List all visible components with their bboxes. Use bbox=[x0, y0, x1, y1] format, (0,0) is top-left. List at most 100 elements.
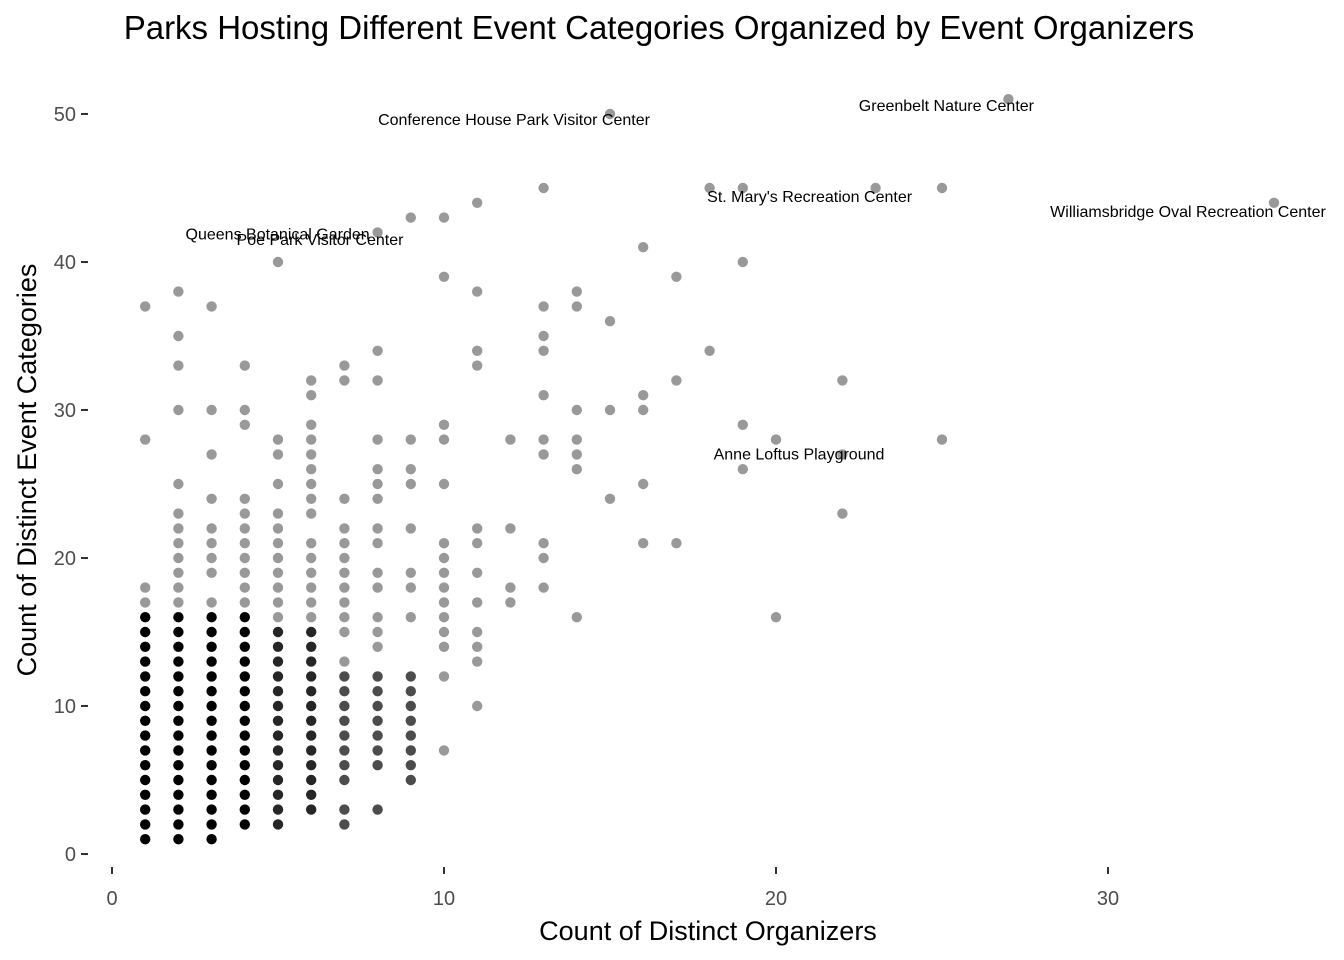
data-point bbox=[538, 330, 549, 342]
x-axis-title: Count of Distinct Organizers bbox=[539, 916, 877, 946]
data-point bbox=[405, 745, 416, 756]
data-point bbox=[505, 597, 516, 608]
data-point bbox=[140, 686, 151, 697]
data-point bbox=[571, 612, 582, 623]
data-point bbox=[339, 360, 350, 371]
data-point bbox=[339, 671, 350, 682]
data-point bbox=[306, 774, 317, 786]
data-point bbox=[306, 449, 317, 460]
data-point bbox=[239, 641, 250, 652]
data-point bbox=[239, 538, 250, 549]
data-point bbox=[438, 626, 450, 638]
point-annotation: Poe Park Visitor Center bbox=[237, 232, 405, 249]
data-point bbox=[538, 582, 549, 593]
data-point bbox=[173, 478, 184, 490]
data-point bbox=[339, 730, 350, 741]
data-point bbox=[1268, 197, 1280, 208]
data-point bbox=[472, 641, 483, 652]
data-point bbox=[306, 508, 317, 519]
data-point bbox=[538, 301, 549, 312]
data-point bbox=[140, 612, 151, 623]
data-point bbox=[438, 641, 450, 652]
data-point bbox=[173, 730, 184, 741]
data-point bbox=[571, 449, 582, 460]
data-point bbox=[372, 523, 383, 534]
x-tick-label: 0 bbox=[106, 888, 117, 910]
data-point bbox=[206, 774, 217, 786]
data-point bbox=[239, 419, 250, 430]
data-point bbox=[472, 700, 483, 712]
data-point bbox=[239, 626, 250, 638]
data-point bbox=[239, 686, 250, 697]
data-point bbox=[306, 700, 317, 712]
data-point bbox=[405, 478, 416, 490]
data-point bbox=[339, 686, 350, 697]
data-point bbox=[206, 700, 217, 712]
data-point bbox=[306, 641, 317, 652]
data-point bbox=[339, 656, 350, 667]
data-point bbox=[206, 597, 217, 608]
data-point bbox=[173, 552, 184, 564]
data-point bbox=[405, 686, 416, 697]
data-point bbox=[737, 256, 748, 268]
data-point bbox=[438, 552, 450, 564]
data-point bbox=[140, 819, 151, 830]
data-point bbox=[206, 789, 217, 800]
data-point bbox=[173, 819, 184, 830]
data-point bbox=[140, 834, 151, 845]
data-point bbox=[837, 375, 848, 386]
points-layer bbox=[140, 94, 1280, 845]
data-point bbox=[173, 641, 184, 652]
data-point bbox=[571, 404, 582, 416]
data-point bbox=[405, 582, 416, 593]
data-point bbox=[272, 552, 284, 564]
data-point bbox=[272, 449, 284, 460]
data-point bbox=[173, 686, 184, 697]
data-point bbox=[372, 760, 383, 771]
data-point bbox=[272, 686, 284, 697]
data-point bbox=[538, 182, 549, 194]
point-annotation: Williamsbridge Oval Recreation Center bbox=[1050, 204, 1326, 221]
data-point bbox=[538, 345, 549, 356]
data-point bbox=[173, 804, 184, 815]
data-point bbox=[472, 345, 483, 356]
data-point bbox=[339, 760, 350, 771]
data-point bbox=[638, 538, 649, 549]
data-point bbox=[306, 804, 317, 815]
data-point bbox=[372, 686, 383, 697]
data-point bbox=[206, 819, 217, 830]
data-point bbox=[472, 197, 483, 208]
data-point bbox=[306, 434, 317, 445]
point-annotation: St. Mary's Recreation Center bbox=[707, 189, 913, 206]
data-point bbox=[438, 434, 450, 445]
data-point bbox=[173, 582, 184, 593]
data-point bbox=[604, 404, 616, 416]
data-point bbox=[372, 641, 383, 652]
y-axis-title: Count of Distinct Event Categories bbox=[12, 264, 42, 677]
data-point bbox=[438, 567, 450, 578]
data-point bbox=[173, 834, 184, 845]
data-point bbox=[173, 286, 184, 297]
y-axis: 0 10 20 30 40 50 bbox=[54, 104, 88, 866]
data-point bbox=[306, 671, 317, 682]
data-point bbox=[272, 804, 284, 815]
data-point bbox=[239, 612, 250, 623]
data-point bbox=[306, 626, 317, 638]
data-point bbox=[272, 789, 284, 800]
data-point bbox=[770, 612, 782, 623]
data-point bbox=[173, 671, 184, 682]
data-point bbox=[206, 538, 217, 549]
data-point bbox=[837, 508, 848, 519]
y-tick-label: 40 bbox=[54, 252, 76, 274]
data-point bbox=[405, 730, 416, 741]
data-point bbox=[737, 182, 748, 194]
data-point bbox=[306, 419, 317, 430]
data-point bbox=[438, 582, 450, 593]
data-point bbox=[173, 360, 184, 371]
y-tick-label: 10 bbox=[54, 696, 76, 718]
data-point bbox=[206, 567, 217, 578]
x-tick-label: 30 bbox=[1097, 888, 1119, 910]
data-point bbox=[405, 715, 416, 726]
data-point bbox=[571, 301, 582, 312]
data-point bbox=[306, 597, 317, 608]
